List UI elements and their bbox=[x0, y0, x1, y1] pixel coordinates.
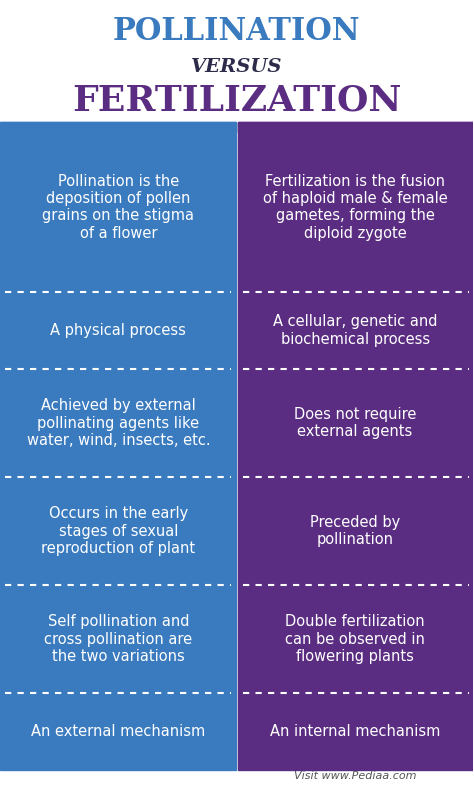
Bar bbox=[0, 292, 236, 369]
Text: Preceded by
pollination: Preceded by pollination bbox=[310, 515, 400, 547]
Text: VERSUS: VERSUS bbox=[191, 58, 283, 76]
Bar bbox=[0, 477, 236, 585]
Text: An internal mechanism: An internal mechanism bbox=[270, 724, 440, 739]
Bar bbox=[238, 369, 474, 477]
Text: Achieved by external
pollinating agents like
water, wind, insects, etc.: Achieved by external pollinating agents … bbox=[27, 398, 210, 448]
Text: Visit www.Pediaa.com: Visit www.Pediaa.com bbox=[294, 770, 416, 781]
Text: Occurs in the early
stages of sexual
reproduction of plant: Occurs in the early stages of sexual rep… bbox=[41, 506, 195, 556]
Text: Double fertilization
can be observed in
flowering plants: Double fertilization can be observed in … bbox=[285, 615, 425, 664]
Bar bbox=[238, 693, 474, 770]
Bar bbox=[238, 585, 474, 693]
Text: Pollination is the
deposition of pollen
grains on the stigma
of a flower: Pollination is the deposition of pollen … bbox=[42, 174, 194, 241]
Bar bbox=[238, 477, 474, 585]
Text: Fertilization is the fusion
of haploid male & female
gametes, forming the
diploi: Fertilization is the fusion of haploid m… bbox=[263, 174, 447, 241]
Text: Does not require
external agents: Does not require external agents bbox=[294, 407, 416, 439]
Bar bbox=[0, 122, 236, 292]
Text: A physical process: A physical process bbox=[50, 323, 186, 338]
Bar bbox=[238, 292, 474, 369]
Bar bbox=[238, 122, 474, 132]
Text: Self pollination and
cross pollination are
the two variations: Self pollination and cross pollination a… bbox=[44, 615, 192, 664]
Bar bbox=[0, 0, 474, 122]
Text: An external mechanism: An external mechanism bbox=[31, 724, 206, 739]
Bar bbox=[0, 122, 236, 132]
Bar bbox=[238, 122, 474, 292]
Text: A cellular, genetic and
biochemical process: A cellular, genetic and biochemical proc… bbox=[273, 314, 438, 347]
Text: FERTILIZATION: FERTILIZATION bbox=[72, 83, 401, 117]
Bar bbox=[0, 693, 236, 770]
Bar bbox=[0, 585, 236, 693]
Bar bbox=[0, 369, 236, 477]
Text: POLLINATION: POLLINATION bbox=[113, 16, 361, 47]
